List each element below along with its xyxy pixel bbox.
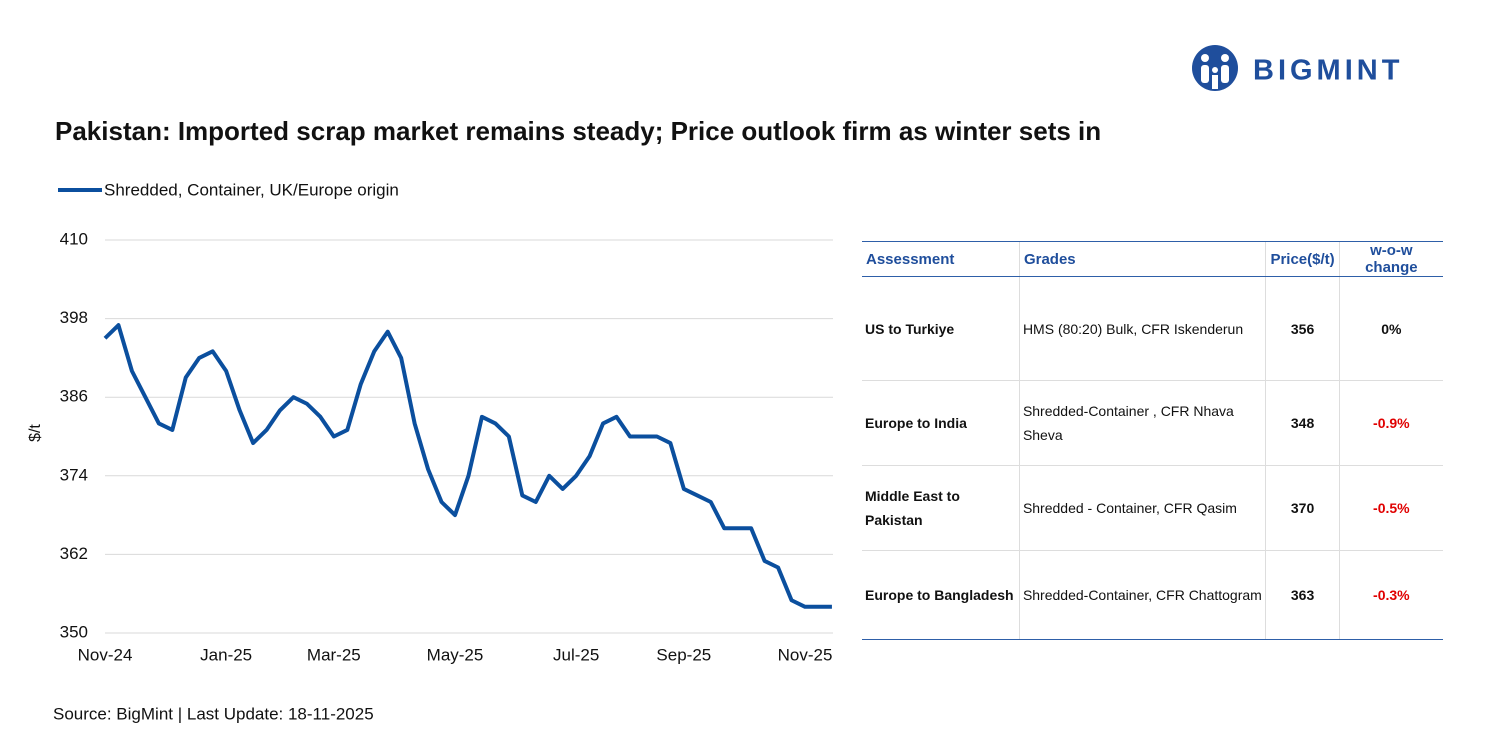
x-tick-label: Sep-25 bbox=[656, 645, 711, 664]
line-series bbox=[103, 323, 832, 609]
table-cell: 0% bbox=[1338, 276, 1443, 381]
table-cell: Middle East to Pakistan bbox=[862, 465, 1020, 551]
table-row: Europe to Bangladesh Shredded-Container, … bbox=[862, 550, 1443, 640]
table-header-cell: Price($/t) bbox=[1265, 241, 1340, 277]
table-row: US to Turkiye HMS (80:20) Bulk, CFR Isken… bbox=[862, 276, 1443, 381]
x-tick-label: Nov-24 bbox=[78, 645, 133, 664]
table-cell: US to Turkiye bbox=[862, 276, 1020, 381]
y-tick-label: 386 bbox=[60, 387, 88, 406]
legend-label: Shredded, Container, UK/Europe origin bbox=[104, 180, 399, 199]
price-table: Assessment Grades Price($/t) w-o-w change US… bbox=[862, 241, 1443, 640]
table-cell: HMS (80:20) Bulk, CFR Iskenderun bbox=[1018, 276, 1266, 381]
logo-icon bbox=[1192, 45, 1238, 91]
logo-text: BIGMINT bbox=[1253, 55, 1403, 87]
chart-title: Pakistan: Imported scrap market remains … bbox=[55, 116, 1101, 146]
x-tick-label: Mar-25 bbox=[307, 645, 361, 664]
table-cell: 363 bbox=[1265, 550, 1340, 640]
table-cell: -0.5% bbox=[1338, 465, 1443, 551]
x-tick-label: May-25 bbox=[427, 645, 484, 664]
x-tick-label: Jul-25 bbox=[553, 645, 599, 664]
table-cell: 356 bbox=[1265, 276, 1340, 381]
table-cell: -0.9% bbox=[1338, 380, 1443, 466]
table-cell: Shredded-Container , CFR Nhava Sheva bbox=[1018, 380, 1266, 466]
x-tick-label: Nov-25 bbox=[778, 645, 833, 664]
table-cell: Shredded-Container, CFR Chattogram bbox=[1018, 550, 1266, 640]
table-header-cell: Grades bbox=[1018, 241, 1266, 277]
y-axis-label: $/t bbox=[27, 424, 44, 442]
table-header-cell: Assessment bbox=[862, 241, 1020, 277]
table-row: Middle East to Pakistan Shredded - Contai… bbox=[862, 465, 1443, 551]
table-header-cell: w-o-w change bbox=[1338, 241, 1443, 277]
y-tick-label: 350 bbox=[60, 622, 88, 641]
table-cell: 348 bbox=[1265, 380, 1340, 466]
table-cell: -0.3% bbox=[1338, 550, 1443, 640]
table-row: Europe to India Shredded-Container , CFR … bbox=[862, 380, 1443, 466]
table-cell: Europe to India bbox=[862, 380, 1020, 466]
y-tick-label: 398 bbox=[60, 308, 88, 327]
table-cell: Europe to Bangladesh bbox=[862, 550, 1020, 640]
table-cell: Shredded - Container, CFR Qasim bbox=[1018, 465, 1266, 551]
table-cell: 370 bbox=[1265, 465, 1340, 551]
x-tick-label: Jan-25 bbox=[200, 645, 252, 664]
y-tick-label: 374 bbox=[60, 465, 88, 484]
y-tick-label: 410 bbox=[60, 229, 88, 248]
source: Source: BigMint | Last Update: 18-11-202… bbox=[53, 704, 374, 723]
y-tick-label: 362 bbox=[60, 544, 88, 563]
